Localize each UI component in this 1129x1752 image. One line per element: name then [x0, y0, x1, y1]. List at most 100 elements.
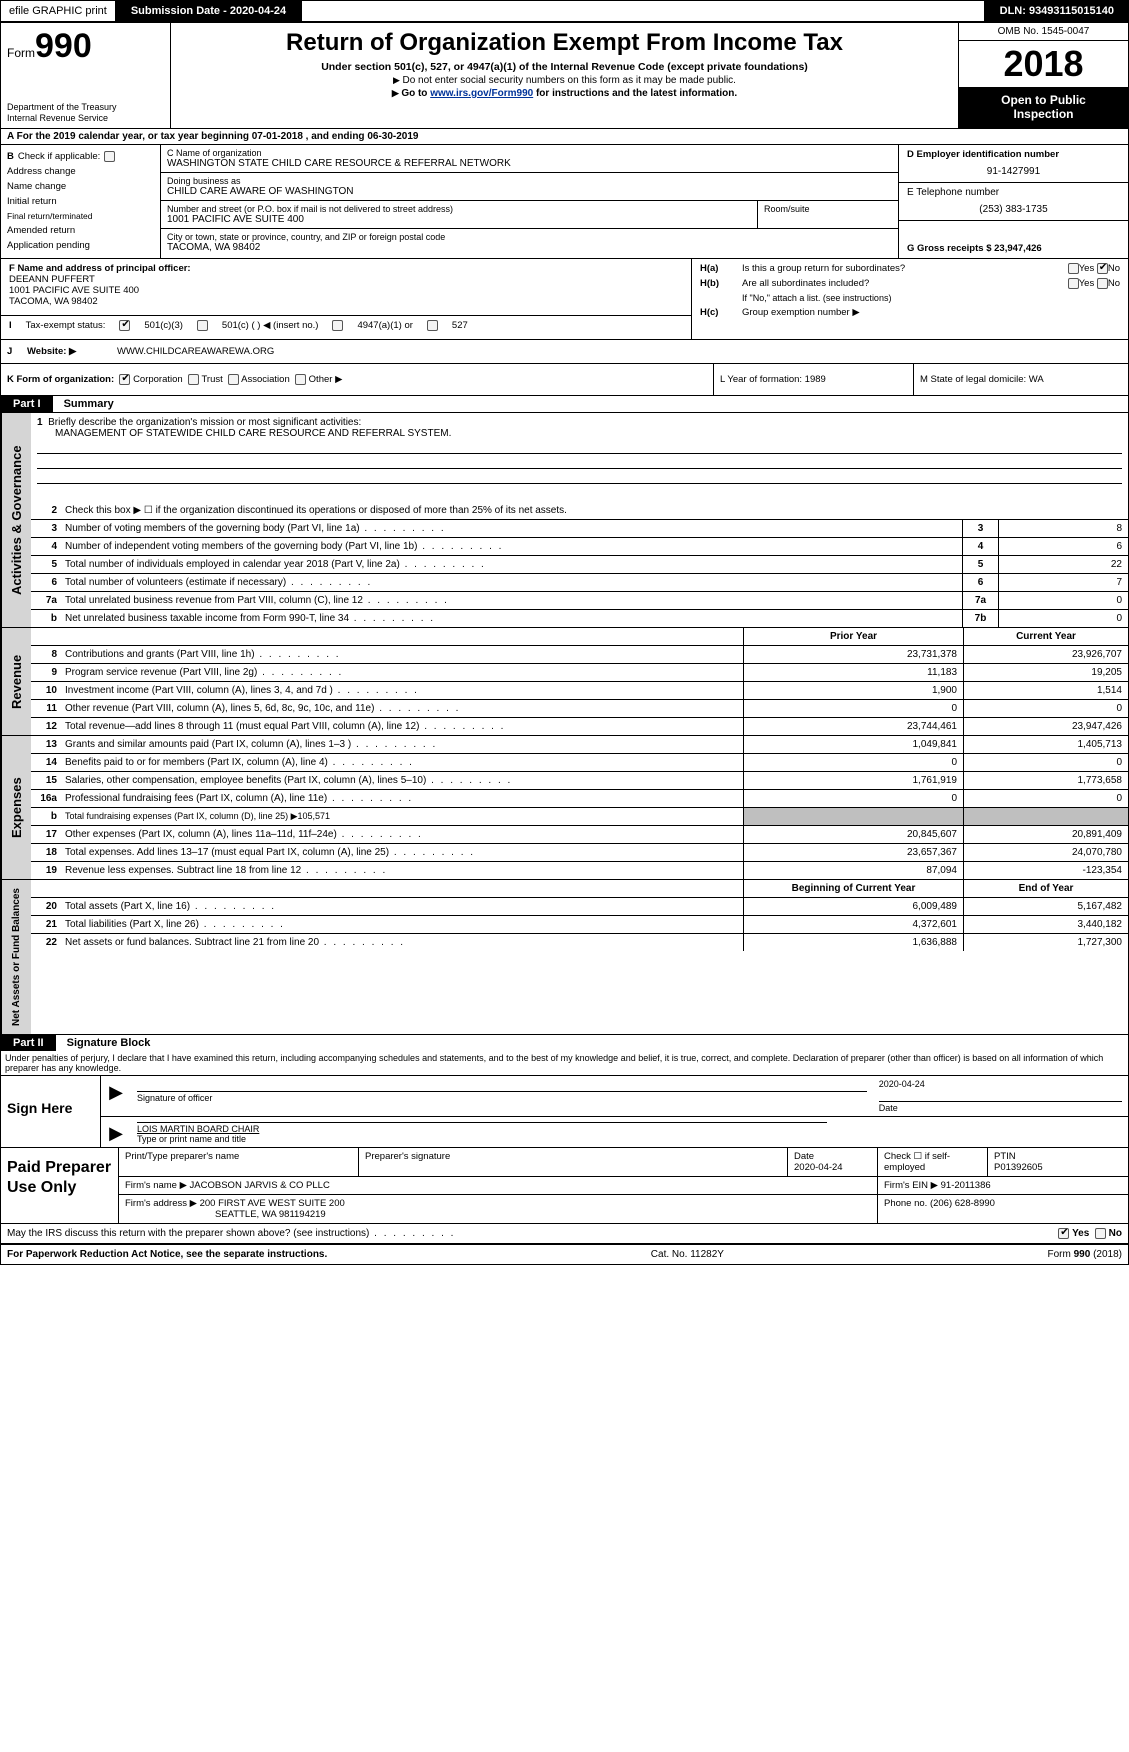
- city-lbl: City or town, state or province, country…: [167, 232, 892, 242]
- col-c-org-info: C Name of organization WASHINGTON STATE …: [161, 145, 898, 258]
- exp-line-15: 15 Salaries, other compensation, employe…: [31, 772, 1128, 790]
- gov-line-7a: 7a Total unrelated business revenue from…: [31, 592, 1128, 610]
- form-title: Return of Organization Exempt From Incom…: [181, 29, 948, 57]
- rev-line-8: 8 Contributions and grants (Part VIII, l…: [31, 646, 1128, 664]
- prep-ptin-cell: PTINP01392605: [988, 1148, 1128, 1176]
- h-a-row: H(a) Is this a group return for subordin…: [700, 263, 1120, 274]
- sign-block: Sign Here ▶ Signature of officer 2020-04…: [1, 1075, 1128, 1148]
- exp-line-13: 13 Grants and similar amounts paid (Part…: [31, 736, 1128, 754]
- exp-line-14: 14 Benefits paid to or for members (Part…: [31, 754, 1128, 772]
- form-header: Form990 Department of the Treasury Inter…: [1, 23, 1128, 129]
- revenue-content: Prior Year Current Year 8 Contributions …: [31, 628, 1128, 735]
- discuss-yes-chk[interactable]: [1058, 1228, 1069, 1239]
- gov-line-3: 3 Number of voting members of the govern…: [31, 520, 1128, 538]
- chk-trust[interactable]: [188, 374, 199, 385]
- part2-label: Part II: [1, 1035, 56, 1051]
- firm-name-cell: Firm's name ▶ JACOBSON JARVIS & CO PLLC: [119, 1177, 878, 1194]
- penalties-text: Under penalties of perjury, I declare th…: [1, 1051, 1128, 1075]
- sig-date-lbl: Date: [879, 1101, 1122, 1113]
- footer-mid: Cat. No. 11282Y: [651, 1249, 724, 1260]
- opt-501c3: 501(c)(3): [144, 320, 183, 331]
- hb-lbl: H(b): [700, 278, 736, 289]
- exp-line-18: 18 Total expenses. Add lines 13–17 (must…: [31, 844, 1128, 862]
- exp-line-17: 17 Other expenses (Part IX, column (A), …: [31, 826, 1128, 844]
- na-line-22: 22 Net assets or fund balances. Subtract…: [31, 934, 1128, 951]
- sign-here-label: Sign Here: [1, 1076, 101, 1147]
- ha-txt: Is this a group return for subordinates?: [742, 263, 1062, 274]
- chk-501c3[interactable]: [119, 320, 130, 331]
- chk-association[interactable]: [228, 374, 239, 385]
- sig-name: LOIS MARTIN BOARD CHAIR: [137, 1122, 827, 1134]
- sig-officer-lbl: Signature of officer: [137, 1091, 867, 1103]
- efile-label: efile GRAPHIC print: [0, 0, 116, 22]
- arrow-icon: ▶: [101, 1117, 131, 1147]
- na-line-21: 21 Total liabilities (Part X, line 26) 4…: [31, 916, 1128, 934]
- room-cell: Room/suite: [758, 201, 898, 228]
- footer-left: For Paperwork Reduction Act Notice, see …: [7, 1249, 327, 1260]
- footer: For Paperwork Reduction Act Notice, see …: [1, 1245, 1128, 1264]
- sign-row-1: ▶ Signature of officer 2020-04-24 Date: [101, 1076, 1128, 1117]
- submission-date-box: Submission Date - 2020-04-24: [116, 0, 301, 22]
- col-deg: D Employer identification number 91-1427…: [898, 145, 1128, 258]
- ha-no-chk[interactable]: [1097, 263, 1108, 274]
- spacer: [301, 0, 985, 22]
- chk-name-change: Name change: [7, 179, 154, 194]
- chk-other[interactable]: [295, 374, 306, 385]
- hb-yesno: Yes No: [1068, 278, 1120, 289]
- preparer-row-2: Firm's name ▶ JACOBSON JARVIS & CO PLLC …: [119, 1177, 1128, 1195]
- hb-no-chk[interactable]: [1097, 278, 1108, 289]
- prep-date-cell: Date2020-04-24: [788, 1148, 878, 1176]
- tax-exempt-status: I Tax-exempt status: 501(c)(3) 501(c) ( …: [1, 315, 691, 335]
- firm-addr-cell: Firm's address ▶ 200 FIRST AVE WEST SUIT…: [119, 1195, 878, 1223]
- netassets-header: Beginning of Current Year End of Year: [31, 880, 1128, 898]
- chk-initial-return: Initial return: [7, 194, 154, 209]
- sig-name-cell: LOIS MARTIN BOARD CHAIR Type or print na…: [131, 1117, 1128, 1147]
- part1-title: Summary: [56, 396, 122, 412]
- k-lbl: K Form of organization:: [7, 374, 114, 385]
- prior-year-hdr: Prior Year: [743, 628, 963, 645]
- website-lbl: Website: ▶: [21, 340, 111, 363]
- irs-link[interactable]: www.irs.gov/Form990: [430, 88, 533, 99]
- part2-title: Signature Block: [59, 1035, 159, 1051]
- checkbox-icon[interactable]: [104, 151, 115, 162]
- netassets-section: Net Assets or Fund Balances Beginning of…: [1, 880, 1128, 1035]
- row-j-website: J Website: ▶ WWW.CHILDCAREAWAREWA.ORG: [1, 340, 1128, 364]
- exp-line-19: 19 Revenue less expenses. Subtract line …: [31, 862, 1128, 879]
- mission-block: 1 Briefly describe the organization's mi…: [31, 413, 1128, 502]
- hb-yes-chk[interactable]: [1068, 278, 1079, 289]
- chk-501c[interactable]: [197, 320, 208, 331]
- open-to-public: Open to Public Inspection: [959, 87, 1128, 128]
- chk-527[interactable]: [427, 320, 438, 331]
- mission-lines: [37, 453, 1122, 484]
- expenses-tab: Expenses: [1, 736, 31, 879]
- dept-line1: Department of the Treasury: [7, 102, 164, 113]
- ein-val: 91-1427991: [907, 166, 1120, 177]
- part1-label: Part I: [1, 396, 53, 412]
- rev-line-12: 12 Total revenue—add lines 8 through 11 …: [31, 718, 1128, 735]
- current-year-hdr: Current Year: [963, 628, 1128, 645]
- discuss-row: May the IRS discuss this return with the…: [1, 1224, 1128, 1245]
- chk-4947[interactable]: [332, 320, 343, 331]
- prep-name-cell: Print/Type preparer's name: [119, 1148, 359, 1176]
- subtitle-1: Under section 501(c), 527, or 4947(a)(1)…: [181, 61, 948, 73]
- discuss-no-chk[interactable]: [1095, 1228, 1106, 1239]
- revenue-tab: Revenue: [1, 628, 31, 735]
- chk-final-return: Final return/terminated: [7, 210, 154, 224]
- col-h: H(a) Is this a group return for subordin…: [691, 259, 1128, 339]
- ha-yes-chk[interactable]: [1068, 263, 1079, 274]
- subtitle-3: Go to www.irs.gov/Form990 for instructio…: [181, 88, 948, 99]
- part1-header: Part I Summary: [1, 396, 1128, 413]
- phone-val: (253) 383-1735: [907, 204, 1120, 215]
- revenue-section: Revenue Prior Year Current Year 8 Contri…: [1, 628, 1128, 736]
- netassets-content: Beginning of Current Year End of Year 20…: [31, 880, 1128, 1034]
- principal-officer: F Name and address of principal officer:…: [9, 263, 683, 307]
- i-letter: I: [9, 320, 12, 331]
- sign-row-2: ▶ LOIS MARTIN BOARD CHAIR Type or print …: [101, 1117, 1128, 1147]
- discuss-yesno: Yes No: [1058, 1228, 1122, 1239]
- top-bar: efile GRAPHIC print Submission Date - 20…: [0, 0, 1129, 22]
- hc-lbl: H(c): [700, 307, 736, 318]
- website-val: WWW.CHILDCAREAWAREWA.ORG: [111, 340, 1128, 363]
- header-right: OMB No. 1545-0047 2018 Open to Public In…: [958, 23, 1128, 128]
- chk-corporation[interactable]: [119, 374, 130, 385]
- gov-line-4: 4 Number of independent voting members o…: [31, 538, 1128, 556]
